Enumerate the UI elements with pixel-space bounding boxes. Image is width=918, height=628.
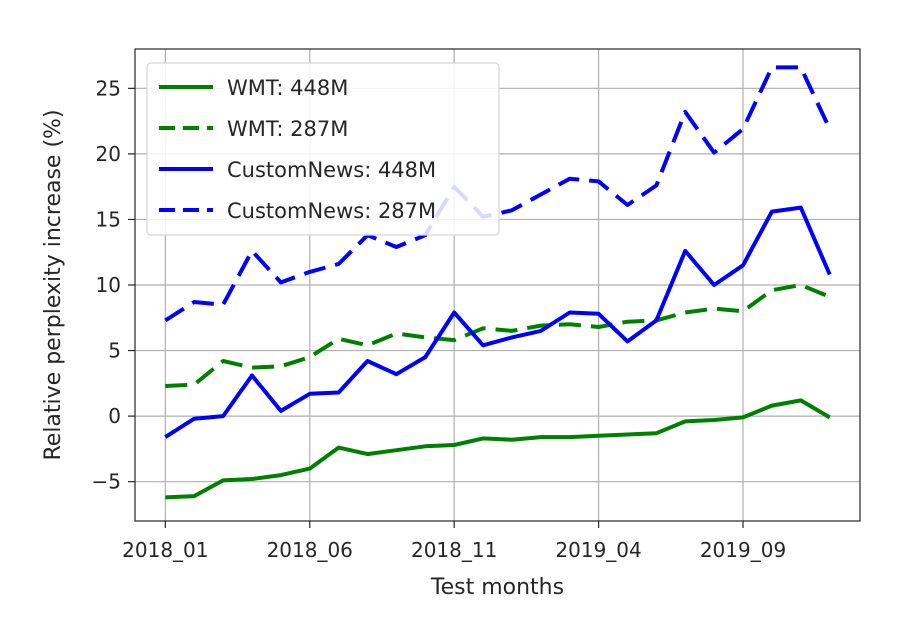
- y-axis-ticks: −5 0 5 10 15 20 25: [92, 76, 135, 494]
- y-tick-label: 5: [108, 339, 121, 363]
- legend-label: WMT: 448M: [227, 76, 348, 100]
- x-axis-label: Test months: [430, 575, 564, 600]
- legend-box: [146, 62, 500, 236]
- x-axis-ticks: 2018_01 2018_06 2018_11 2019_04 2019_09: [122, 521, 786, 562]
- x-tick-label: 2019_04: [555, 538, 641, 562]
- y-tick-label: 10: [96, 273, 121, 297]
- y-tick-label: −5: [92, 470, 121, 494]
- y-axis-label: Relative perplexity increase (%): [41, 109, 66, 460]
- series-line-2: [165, 283, 831, 388]
- legend-label: CustomNews: 287M: [227, 199, 436, 223]
- legend-label: WMT: 287M: [227, 117, 348, 141]
- y-tick-label: 0: [108, 404, 121, 428]
- x-tick-label: 2018_11: [411, 538, 497, 562]
- x-tick-label: 2018_06: [267, 538, 353, 562]
- series-line-3: [164, 205, 832, 439]
- series-lines: [164, 65, 832, 500]
- legend: WMT: 448M WMT: 287M CustomNews: 448M Custom…: [146, 62, 500, 236]
- y-tick-label: 25: [96, 76, 121, 100]
- series-line-1: [165, 398, 831, 500]
- x-tick-label: 2018_01: [122, 538, 208, 562]
- y-tick-label: 20: [96, 142, 121, 166]
- legend-label: CustomNews: 448M: [227, 158, 436, 182]
- x-tick-label: 2019_09: [700, 538, 786, 562]
- y-tick-label: 15: [96, 207, 121, 231]
